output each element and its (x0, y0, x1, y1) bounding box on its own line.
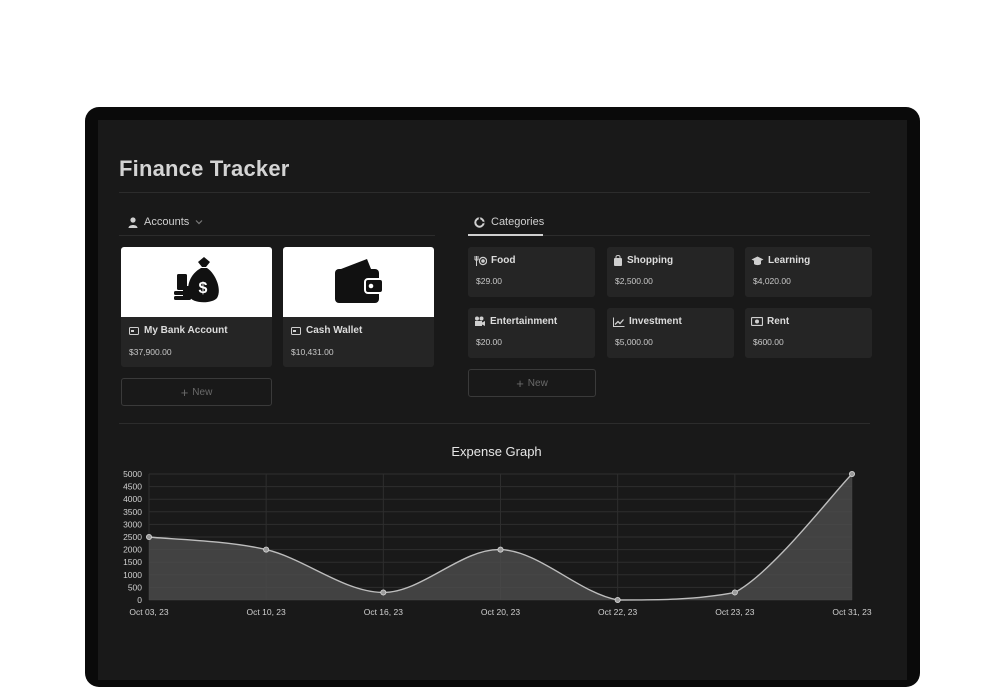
y-tick-label: 1000 (123, 570, 142, 580)
category-amount: $5,000.00 (615, 337, 653, 347)
y-tick-label: 3500 (123, 507, 142, 517)
series-area (149, 474, 852, 600)
svg-text:$: $ (198, 280, 207, 297)
card-icon (291, 326, 301, 335)
shopping-bag-icon (614, 255, 622, 266)
category-amount: $4,020.00 (753, 276, 791, 286)
x-tick-label: Oct 23, 23 (715, 607, 754, 617)
category-card-investment[interactable]: Investment $5,000.00 (607, 308, 734, 358)
y-tick-label: 2500 (123, 532, 142, 542)
x-tick-label: Oct 31, 23 (832, 607, 871, 617)
x-tick-label: Oct 16, 23 (364, 607, 403, 617)
card-icon (129, 326, 139, 335)
categories-header-label: Categories (491, 216, 545, 228)
x-tick-label: Oct 03, 23 (129, 607, 168, 617)
data-point (146, 534, 153, 541)
accounts-view-tab[interactable]: Accounts (128, 216, 203, 228)
graph-divider (119, 423, 870, 424)
x-tick-label: Oct 10, 23 (247, 607, 286, 617)
chart-title: Expense Graph (451, 444, 542, 459)
account-name: Cash Wallet (291, 325, 362, 336)
categories-view-tab[interactable]: Categories (474, 216, 544, 228)
data-point (263, 546, 270, 553)
data-point (380, 589, 387, 596)
category-card-shopping[interactable]: Shopping $2,500.00 (607, 247, 734, 297)
person-icon (128, 216, 138, 228)
y-tick-label: 4000 (123, 494, 142, 504)
y-tick-label: 1500 (123, 557, 142, 567)
page-title: Finance Tracker (119, 156, 290, 181)
y-tick-label: 2000 (123, 545, 142, 555)
x-tick-label: Oct 22, 23 (598, 607, 637, 617)
data-point (614, 596, 621, 603)
category-card-rent[interactable]: Rent $600.00 (745, 308, 872, 358)
category-amount: $29.00 (476, 276, 502, 286)
account-card-wallet[interactable]: Cash Wallet $10,431.00 (283, 247, 434, 367)
x-tick-label: Oct 20, 23 (481, 607, 520, 617)
data-point (849, 470, 856, 477)
accounts-header-label: Accounts (144, 216, 190, 228)
category-amount: $2,500.00 (615, 276, 653, 286)
y-tick-label: 0 (137, 595, 142, 605)
account-balance: $10,431.00 (291, 347, 334, 357)
wallet-icon (334, 259, 384, 303)
category-card-entertainment[interactable]: Entertainment $20.00 (468, 308, 595, 358)
account-cover (283, 247, 434, 317)
accounts-divider (119, 235, 435, 236)
plus-icon: + (516, 375, 524, 391)
food-icon (474, 255, 487, 266)
title-divider (119, 192, 870, 193)
camera-icon (475, 316, 485, 326)
y-tick-label: 5000 (123, 469, 142, 479)
y-tick-label: 500 (128, 582, 142, 592)
y-tick-label: 3000 (123, 519, 142, 529)
accounts-new-button[interactable]: + New (121, 378, 272, 406)
plus-icon: + (180, 384, 189, 400)
data-point (731, 589, 738, 596)
categories-new-button[interactable]: + New (468, 369, 596, 397)
cash-icon (751, 317, 763, 326)
trend-up-icon (613, 317, 625, 327)
category-amount: $20.00 (476, 337, 502, 347)
data-point (497, 546, 504, 553)
expense-chart: 0 500 1000 1500 2000 2500 3000 3500 4000 4500 5000… (123, 469, 872, 617)
graduation-cap-icon (751, 256, 764, 265)
categories-tab-underline (468, 234, 543, 236)
account-name: My Bank Account (129, 325, 228, 336)
categories-divider (468, 235, 870, 236)
category-amount: $600.00 (753, 337, 784, 347)
y-tick-label: 4500 (123, 482, 142, 492)
money-bag-icon: $ (173, 257, 219, 303)
category-card-food[interactable]: Food $29.00 (468, 247, 595, 297)
account-cover: $ (121, 247, 272, 317)
app-screen: Finance Tracker Accounts Categories $ (98, 120, 907, 680)
chevron-down-icon[interactable] (195, 219, 203, 225)
pie-chart-icon (474, 216, 485, 228)
account-card-bank[interactable]: $ My Bank Account $37,900.00 (121, 247, 272, 367)
category-card-learning[interactable]: Learning $4,020.00 (745, 247, 872, 297)
account-balance: $37,900.00 (129, 347, 172, 357)
